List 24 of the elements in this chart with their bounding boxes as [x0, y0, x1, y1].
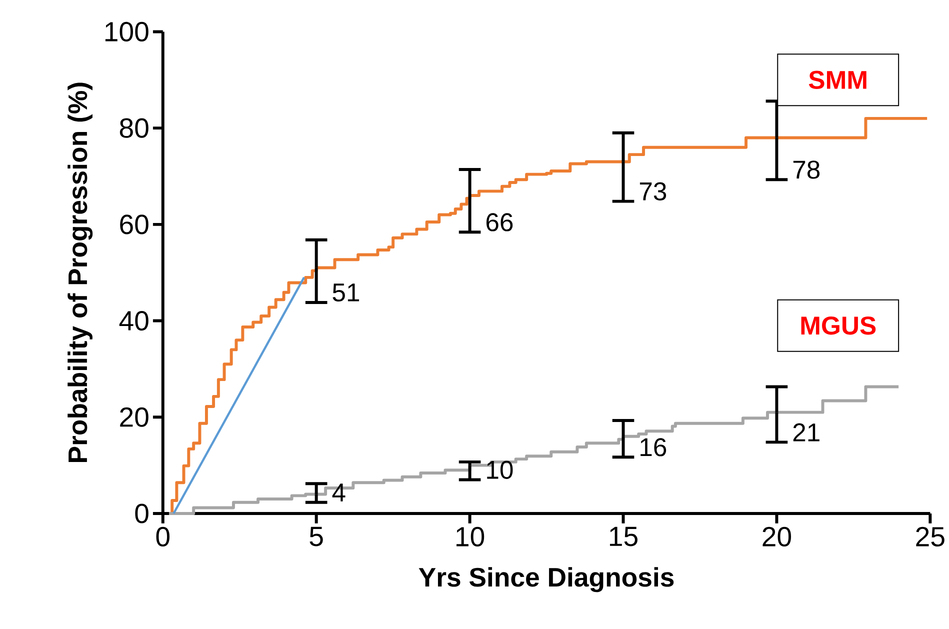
y-tick-label: 0: [135, 503, 148, 524]
x-tick-label: 20: [762, 526, 792, 546]
data-label: 4: [332, 483, 346, 502]
data-label: 66: [486, 212, 513, 232]
x-tick-label: 15: [610, 526, 638, 546]
x-tick-label: 5: [310, 526, 323, 546]
y-tick-label: 20: [120, 407, 148, 427]
y-tick-label: 40: [119, 310, 148, 330]
y-tick-label: 100: [105, 22, 148, 42]
data-label: 10: [487, 460, 513, 479]
text: MGUS: [801, 316, 876, 334]
data-label: 51: [332, 283, 360, 302]
data-label: 73: [640, 182, 666, 200]
y-tick-label: 60: [120, 214, 148, 234]
x-tick-label: 25: [916, 526, 944, 546]
series-label: SMM: [808, 70, 866, 89]
y-tick-label: 80: [120, 118, 148, 138]
data-label: 78: [793, 160, 820, 179]
x-tick-label: 0: [156, 526, 170, 546]
data-label: 16: [640, 438, 666, 456]
x-tick-label: 10: [456, 526, 484, 546]
y-axis-title: Probability of Progression (%): [68, 82, 93, 462]
data-label: 21: [793, 423, 820, 442]
x-axis-title: Yrs Since Diagnosis: [418, 566, 674, 592]
